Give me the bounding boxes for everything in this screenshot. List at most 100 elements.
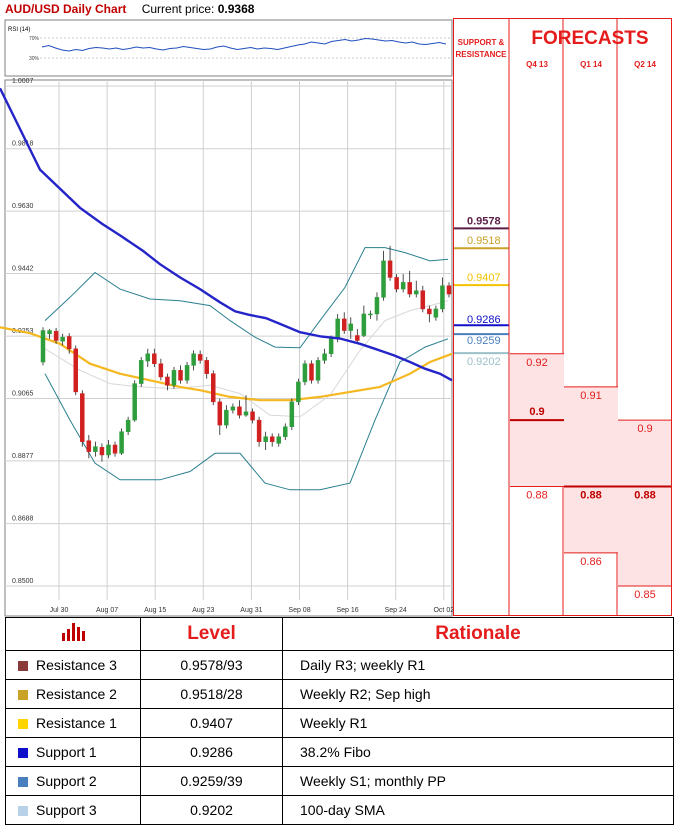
candle-body xyxy=(348,323,354,331)
candle-body xyxy=(309,363,314,381)
candle-body xyxy=(427,308,432,315)
candle-body xyxy=(165,376,170,386)
table-row: Support 3 0.9202 100-day SMA xyxy=(5,795,674,825)
table-row: Support 2 0.9259/39 Weekly S1; monthly P… xyxy=(5,766,674,796)
table-row: Resistance 1 0.9407 Weekly R1 xyxy=(5,708,674,738)
y-tick-label: 0.8877 xyxy=(12,453,34,460)
rsi-label: RSI (14) xyxy=(8,27,30,33)
table-header-row: Level Rationale xyxy=(5,617,674,651)
sr-label: 0.9518 xyxy=(467,235,501,247)
sr-label: 0.9202 xyxy=(467,356,501,368)
candle-body xyxy=(433,308,439,318)
candle-body xyxy=(60,336,65,342)
x-tick-label: Jul 30 xyxy=(50,607,69,614)
forecast-panel xyxy=(453,18,672,616)
level-header: Level xyxy=(140,617,283,651)
row-level: 0.9407 xyxy=(140,708,283,738)
bar-chart-icon xyxy=(5,617,141,651)
candle-body xyxy=(211,373,216,403)
candle-body xyxy=(302,363,308,383)
candle-body xyxy=(407,282,412,295)
row-rationale: Weekly R2; Sep high xyxy=(282,679,674,709)
quarter-header-q1-14: Q1 14 xyxy=(580,60,602,69)
y-tick-label: 0.9630 xyxy=(12,203,34,210)
candle-body xyxy=(40,330,46,363)
candle-body xyxy=(341,318,347,331)
candle-body xyxy=(66,336,72,350)
candle-body xyxy=(269,436,275,442)
support-resistance-title: SUPPORT & RESISTANCE xyxy=(453,37,509,61)
y-tick-label: 0.8500 xyxy=(12,578,34,585)
row-level: 0.9259/39 xyxy=(140,766,283,796)
candle-body xyxy=(315,360,321,381)
row-name: Resistance 2 xyxy=(36,686,117,702)
candle-body xyxy=(381,260,386,298)
levels-table: Level Rationale Resistance 3 0.9578/93 D… xyxy=(5,617,674,825)
candle-body xyxy=(400,282,406,290)
table-row: Support 1 0.9286 38.2% Fibo xyxy=(5,737,674,767)
candle-body xyxy=(250,411,255,421)
row-name-cell: Resistance 3 xyxy=(5,650,141,680)
sr-label: 0.9407 xyxy=(467,272,501,284)
candle-body xyxy=(355,335,360,341)
candle-body xyxy=(119,431,124,454)
candle-body xyxy=(132,383,137,421)
sma-orange-line xyxy=(0,326,453,402)
y-tick-label: 0.8688 xyxy=(12,516,34,523)
candle-body xyxy=(47,330,52,335)
x-tick-label: Aug 31 xyxy=(240,607,262,614)
color-swatch xyxy=(18,690,28,700)
row-name: Support 1 xyxy=(36,744,97,760)
candle-body xyxy=(289,401,295,427)
row-name-cell: Support 1 xyxy=(5,737,141,767)
candle-body xyxy=(394,277,399,290)
candle-body xyxy=(263,436,268,442)
table-row: Resistance 2 0.9518/28 Weekly R2; Sep hi… xyxy=(5,679,674,709)
rationale-header: Rationale xyxy=(282,617,674,651)
candle-body xyxy=(368,313,373,316)
candle-body xyxy=(191,353,196,366)
rsi-70-label: 70% xyxy=(29,36,40,42)
candle-body xyxy=(322,353,327,361)
x-tick-label: Sep 16 xyxy=(337,607,359,614)
current-price: 0.9368 xyxy=(217,2,255,16)
bollinger-mid-line xyxy=(44,300,449,418)
candle-body xyxy=(53,330,59,341)
forecast-label: 0.88 xyxy=(580,489,601,501)
x-tick-label: Aug 07 xyxy=(96,607,118,614)
x-tick-label: Sep 24 xyxy=(385,607,407,614)
candle-body xyxy=(361,313,367,336)
row-level: 0.9578/93 xyxy=(140,650,283,680)
forecast-label: 0.88 xyxy=(526,489,547,501)
y-tick-label: 1.0007 xyxy=(12,78,34,85)
candle-body xyxy=(414,290,419,295)
main-plot: 1.00070.98180.96300.94420.92530.90650.88… xyxy=(0,78,454,617)
sr-levels: 0.9578 0.9518 0.9407 0.9286 0.9259 0.9202 xyxy=(453,215,509,368)
bar-chart-icon-graphic xyxy=(62,623,85,641)
row-rationale: Weekly R1 xyxy=(282,708,674,738)
row-name: Resistance 1 xyxy=(36,715,117,731)
candle-body xyxy=(374,297,380,315)
row-level: 0.9518/28 xyxy=(140,679,283,709)
row-rationale: Daily R3; weekly R1 xyxy=(282,650,674,680)
candle-body xyxy=(420,290,426,310)
bollinger-lower-line xyxy=(44,338,449,491)
candle-body xyxy=(93,446,98,452)
forecast-range xyxy=(618,420,672,586)
row-rationale: Weekly S1; monthly PP xyxy=(282,766,674,796)
forecast-label: 0.86 xyxy=(580,556,601,568)
candle-body xyxy=(387,260,393,278)
x-tick-label: Oct 02 xyxy=(433,607,454,614)
candle-body xyxy=(296,381,301,403)
forecast-label: 0.9 xyxy=(637,423,652,435)
price-label: Current price: xyxy=(141,2,215,16)
candle-body xyxy=(328,338,334,355)
candle-body xyxy=(106,444,111,456)
forecast-label: 0.91 xyxy=(580,390,601,402)
row-name-cell: Support 2 xyxy=(5,766,141,796)
y-tick-label: 0.9065 xyxy=(12,391,34,398)
candle-body xyxy=(283,426,288,437)
quarter-header-q2-14: Q2 14 xyxy=(634,60,656,69)
candle-body xyxy=(152,353,157,364)
rsi-30-label: 30% xyxy=(29,56,40,62)
